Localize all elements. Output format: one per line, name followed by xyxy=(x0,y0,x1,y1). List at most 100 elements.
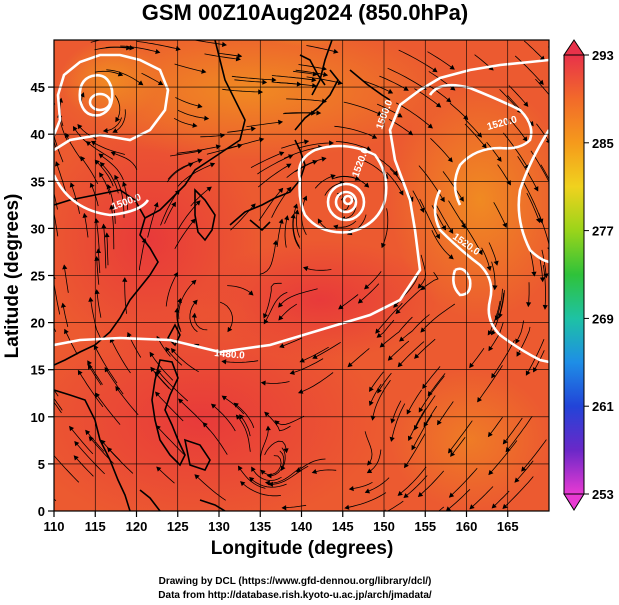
streamline xyxy=(312,469,337,473)
streamline xyxy=(194,474,226,501)
streamline-arrowhead xyxy=(375,328,381,334)
streamline-arrowhead xyxy=(389,436,395,442)
streamline xyxy=(408,408,426,441)
streamline-arrowhead xyxy=(278,315,284,321)
streamline-arrowhead xyxy=(89,182,95,188)
streamline xyxy=(193,313,208,331)
streamline-arrowhead xyxy=(437,419,442,426)
streamline xyxy=(412,190,425,213)
streamline xyxy=(86,141,114,160)
streamline xyxy=(527,282,530,307)
streamline xyxy=(73,455,94,477)
streamline xyxy=(274,415,305,426)
streamline-arrowhead xyxy=(48,174,52,178)
streamline xyxy=(54,397,63,411)
x-axis-title: Longitude (degrees) xyxy=(211,538,394,559)
streamline xyxy=(367,449,382,474)
streamline xyxy=(521,439,547,472)
streamline xyxy=(263,291,288,324)
streamline xyxy=(298,372,334,394)
streamline-arrowhead xyxy=(74,440,80,447)
streamline xyxy=(414,338,436,359)
streamline xyxy=(107,184,116,224)
streamline-arrowhead xyxy=(333,48,339,54)
streamline xyxy=(138,238,146,271)
streamline-arrowhead xyxy=(170,347,176,354)
x-tick-label: 120 xyxy=(126,519,148,534)
y-tick-label: 30 xyxy=(31,221,45,236)
x-tick-label: 155 xyxy=(414,519,436,534)
streamline xyxy=(286,98,327,102)
streamline-arrowhead xyxy=(73,455,79,461)
streamline-arrowhead xyxy=(487,330,493,336)
streamline xyxy=(281,140,309,149)
streamline-arrowhead xyxy=(406,409,412,415)
streamline-arrowhead xyxy=(114,174,119,181)
streamline xyxy=(403,475,428,498)
streamline xyxy=(526,192,541,223)
streamline-arrowhead xyxy=(262,79,268,85)
streamline xyxy=(261,381,290,384)
streamline xyxy=(240,481,281,497)
streamline xyxy=(55,161,67,193)
streamline-arrowhead xyxy=(155,48,161,55)
streamline-arrowhead xyxy=(195,200,201,206)
streamline xyxy=(269,465,309,485)
streamline-arrowhead xyxy=(250,126,256,132)
x-tick-label: 160 xyxy=(456,519,478,534)
streamline-arrowhead xyxy=(526,302,532,308)
streamline xyxy=(165,272,178,307)
streamline xyxy=(448,200,466,229)
streamline-arrowhead xyxy=(366,468,373,474)
streamline-arrowhead xyxy=(165,346,171,353)
streamline-arrowhead xyxy=(110,151,116,157)
streamline-arrowhead xyxy=(316,110,322,116)
streamline-arrowhead xyxy=(557,106,561,110)
streamline xyxy=(204,53,241,60)
streamline xyxy=(292,204,300,247)
streamline-arrowhead xyxy=(521,466,527,472)
streamline xyxy=(495,288,503,321)
streamline-arrowhead xyxy=(209,162,216,168)
streamline xyxy=(418,470,445,497)
streamline xyxy=(54,266,55,270)
streamline xyxy=(491,339,515,378)
x-tick-label: 125 xyxy=(167,519,189,534)
streamline xyxy=(438,506,445,511)
streamline xyxy=(106,69,143,86)
streamline xyxy=(481,247,491,271)
streamline-arrowhead xyxy=(237,143,243,149)
streamline xyxy=(111,151,138,170)
streamline xyxy=(177,109,209,119)
streamline xyxy=(421,271,439,291)
streamline xyxy=(303,267,332,271)
streamline xyxy=(312,341,341,359)
streamline xyxy=(167,159,203,180)
streamline xyxy=(98,153,124,181)
streamline xyxy=(112,109,126,133)
streamline xyxy=(450,436,466,457)
streamline xyxy=(372,379,391,420)
streamline xyxy=(419,198,440,239)
streamline-arrowhead xyxy=(377,388,382,394)
streamline-arrowhead xyxy=(122,181,127,187)
streamline xyxy=(176,308,182,332)
streamline-arrowhead xyxy=(311,469,317,474)
streamline xyxy=(120,45,160,53)
streamline xyxy=(231,75,276,81)
streamline-arrowhead xyxy=(477,249,483,256)
streamline xyxy=(94,70,123,76)
streamline xyxy=(177,200,201,230)
y-tick-label: 25 xyxy=(31,269,45,284)
streamline-arrowhead xyxy=(338,304,344,310)
streamline xyxy=(349,481,373,490)
streamline-arrowhead xyxy=(502,503,508,509)
streamline xyxy=(469,486,494,510)
streamline xyxy=(122,182,128,210)
y-axis-ticks: 0 5 10 15 20 25 30 35 40 45 xyxy=(31,80,54,519)
streamline xyxy=(164,202,176,224)
streamline-arrowhead xyxy=(376,332,382,338)
streamline xyxy=(100,162,119,194)
streamline-arrowhead xyxy=(102,127,108,134)
streamline-arrowhead xyxy=(48,238,52,242)
